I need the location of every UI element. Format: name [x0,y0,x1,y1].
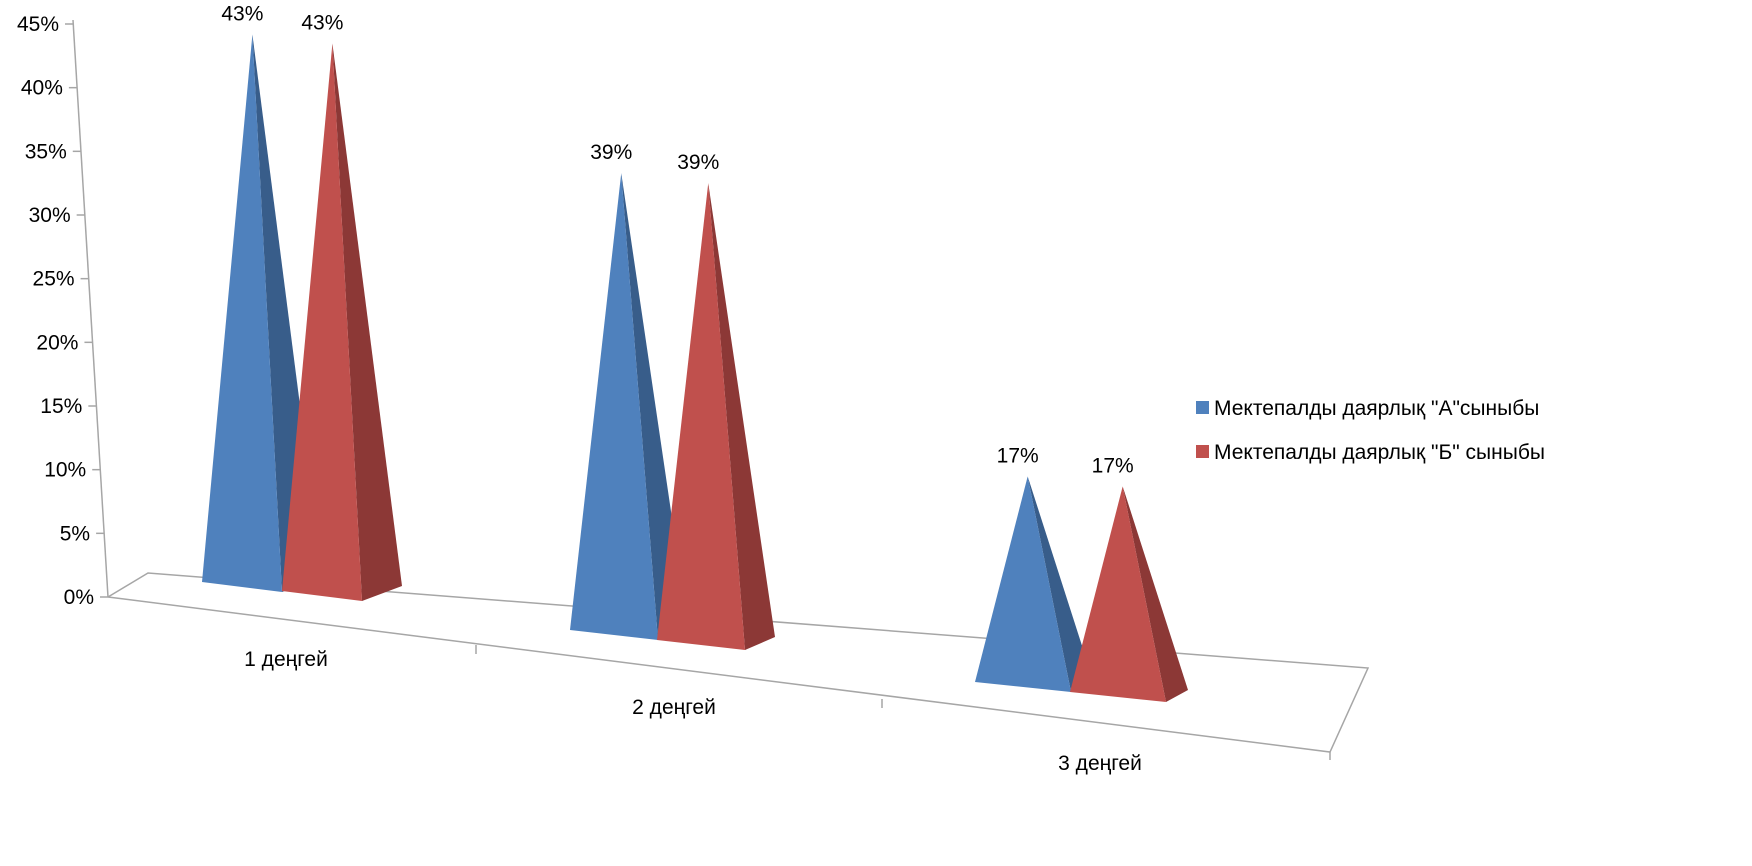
legend-swatch [1196,401,1209,414]
legend-item: Мектепалды даярлық "А"сыныбы [1196,397,1539,420]
x-category-label: 1 деңгей [244,648,328,671]
legend-label: Мектепалды даярлық "А"сыныбы [1214,397,1539,420]
y-tick-label: 20% [36,331,78,354]
pyramid-bar [1070,486,1188,702]
pyramid-front-face [657,183,745,651]
pyramid-bar [282,43,402,601]
pyramid-bar [975,476,1093,692]
floor-outline [107,572,1370,753]
x-axis-categories: 1 деңгей 2 деңгей 3 деңгей [244,648,1142,775]
pyramid-side-face [708,183,775,651]
y-axis-line [72,19,109,598]
pyramid-front-face [975,476,1071,692]
pyramid-front-face [282,43,362,601]
data-label: 17% [997,444,1039,467]
legend-label: Мектепалды даярлық "Б" сыныбы [1214,441,1545,464]
legend: Мектепалды даярлық "А"сыныбы Мектепалды д… [1196,397,1545,464]
chart-axes [72,19,1370,760]
y-tick-label: 40% [21,77,63,100]
y-tick-label: 5% [60,522,90,545]
x-category-label: 3 деңгей [1058,752,1142,775]
data-label: 39% [677,151,719,174]
pyramid-side-face [1027,476,1093,692]
y-axis-ticks: 0% 5% 10% 15% 20% 25% 30% 35% 40% 45% [17,13,108,609]
pyramid-front-face [1070,486,1166,702]
y-tick-label: 0% [64,586,94,609]
data-label: 17% [1092,454,1134,477]
pyramid-side-face [332,43,402,601]
y-tick-label: 25% [33,268,75,291]
legend-swatch [1196,445,1209,458]
legend-item: Мектепалды даярлық "Б" сыныбы [1196,441,1545,464]
y-tick-label: 15% [40,395,82,418]
data-label: 43% [301,11,343,34]
data-label: 39% [590,141,632,164]
data-labels: 43% 39% 17% 43% 39% 17% [221,2,1133,477]
data-label: 43% [221,2,263,25]
x-category-label: 2 деңгей [632,696,716,719]
y-tick-label: 35% [25,140,67,163]
pyramid-front-face [202,34,282,592]
pyramid-side-face [1122,486,1188,702]
pyramid-front-face [570,173,658,641]
pyramid-bar [657,183,775,651]
y-tick-label: 45% [17,13,59,36]
y-tick-label: 30% [29,204,71,227]
y-tick-label: 10% [44,459,86,482]
chart-bars [202,34,1188,702]
